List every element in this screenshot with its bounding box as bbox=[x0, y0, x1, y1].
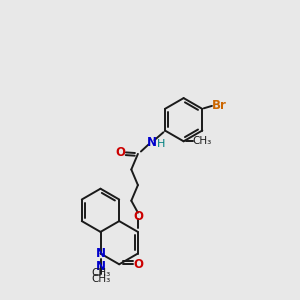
Text: O: O bbox=[133, 258, 143, 271]
Text: N: N bbox=[146, 136, 156, 149]
Text: CH₃: CH₃ bbox=[91, 274, 110, 284]
Text: O: O bbox=[115, 146, 125, 159]
Text: N: N bbox=[95, 260, 106, 273]
Text: CH₃: CH₃ bbox=[91, 268, 110, 278]
Text: CH₃: CH₃ bbox=[192, 136, 211, 146]
Text: H: H bbox=[157, 139, 165, 149]
Text: N: N bbox=[95, 247, 106, 260]
Text: O: O bbox=[133, 210, 143, 223]
Text: Br: Br bbox=[212, 99, 226, 112]
